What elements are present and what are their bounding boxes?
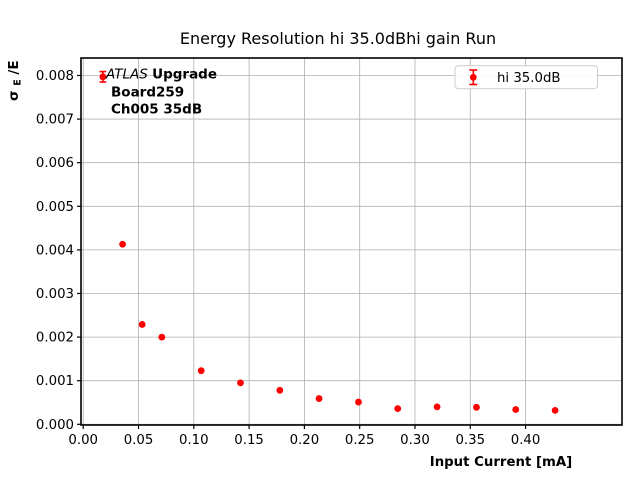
- data-point: [394, 405, 402, 413]
- errorbar-marker-icon: [469, 69, 478, 86]
- data-points-layer: [99, 70, 559, 414]
- x-tick-label: 0.15: [234, 433, 264, 448]
- data-point: [119, 240, 126, 248]
- annotation-line1: ATLAS Upgrade: [105, 67, 217, 83]
- annotation-upgrade: Upgrade: [152, 67, 217, 83]
- y-axis-label-sigma: σ: [6, 90, 22, 101]
- annotation-block: ATLAS Upgrade Board259 Ch005 35dB: [105, 67, 217, 118]
- x-tick-label: 0.20: [290, 433, 320, 448]
- x-tick-label: 0.10: [179, 433, 209, 448]
- tick-layer: 0.00 0.05 0.10 0.15 0.20 0.25 0.30 0.35 0.40 0.00…: [36, 69, 540, 448]
- data-point: [473, 403, 480, 411]
- legend: hi 35.0dB: [454, 65, 598, 90]
- y-tick-label: 0.000: [36, 418, 74, 433]
- y-tick-label: 0.002: [36, 331, 74, 346]
- chart-title: Energy Resolution hi 35.0dBhi gain Run: [180, 29, 496, 48]
- x-tick-label: 0.35: [455, 433, 485, 448]
- grid-layer: [81, 58, 622, 425]
- y-axis-label-rest: /E: [6, 60, 22, 74]
- annotation-line2: Board259: [111, 85, 184, 101]
- data-point: [551, 406, 559, 414]
- y-axis-label: σ E /E: [6, 60, 25, 101]
- data-point: [315, 395, 323, 402]
- x-tick-label: 0.00: [68, 433, 98, 448]
- data-point: [138, 321, 146, 328]
- y-tick-label: 0.001: [36, 374, 74, 389]
- legend-label: hi 35.0dB: [497, 71, 561, 86]
- data-point: [237, 379, 244, 387]
- data-point: [158, 333, 166, 341]
- x-axis-label: Input Current [mA]: [430, 455, 573, 470]
- y-axis-label-subscript: E: [13, 79, 24, 86]
- y-tick-label: 0.006: [36, 156, 74, 171]
- axes-frame: [80, 57, 623, 426]
- data-point: [197, 367, 205, 375]
- y-tick-label: 0.004: [36, 243, 74, 258]
- data-point: [433, 403, 441, 411]
- y-tick-label: 0.008: [36, 69, 74, 84]
- data-point: [355, 398, 362, 406]
- x-tick-label: 0.25: [345, 433, 375, 448]
- legend-box: [454, 65, 598, 90]
- x-tick-label: 0.30: [400, 433, 430, 448]
- data-point: [276, 386, 284, 394]
- y-tick-label: 0.007: [36, 113, 74, 128]
- y-tick-label: 0.005: [36, 200, 74, 215]
- annotation-line3: Ch005 35dB: [111, 102, 202, 118]
- y-tick-label: 0.003: [36, 287, 74, 302]
- data-point: [512, 406, 520, 413]
- x-tick-label: 0.40: [511, 433, 541, 448]
- data-point: [99, 73, 107, 81]
- x-tick-label: 0.05: [124, 433, 154, 448]
- annotation-atlas: ATLAS: [105, 67, 148, 83]
